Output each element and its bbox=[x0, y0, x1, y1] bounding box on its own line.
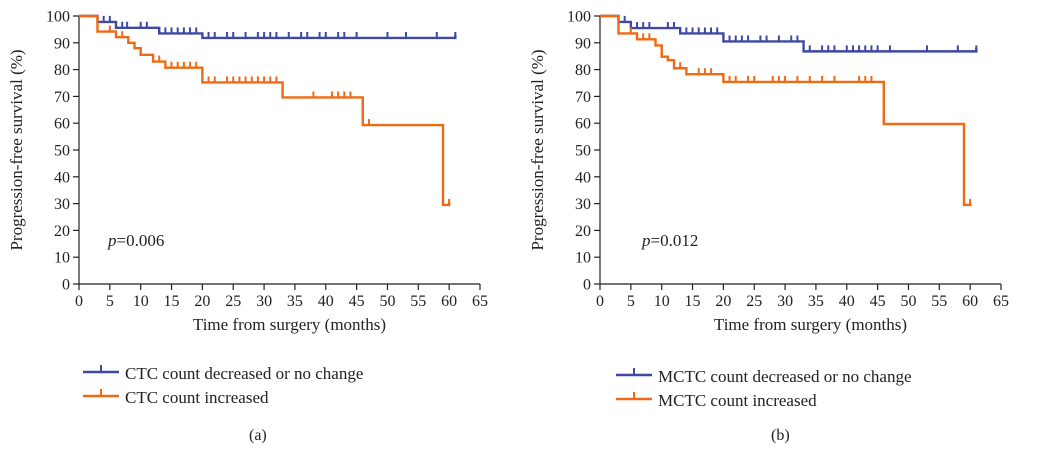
legend-label: CTC count decreased or no change bbox=[125, 364, 364, 383]
x-tick-label: 5 bbox=[627, 293, 635, 310]
p-value-number: =0.006 bbox=[117, 231, 165, 250]
y-tick-label: 50 bbox=[575, 143, 591, 160]
x-tick-label: 40 bbox=[318, 293, 334, 310]
y-tick-label: 100 bbox=[567, 9, 591, 26]
legend-label: CTC count increased bbox=[125, 388, 269, 407]
y-tick-label: 60 bbox=[575, 116, 591, 133]
panel-label-a: (a) bbox=[249, 427, 267, 444]
survival-curve-blue bbox=[79, 14, 457, 40]
y-tick-label: 50 bbox=[54, 143, 70, 160]
x-tick-label: 25 bbox=[746, 293, 762, 310]
x-tick-label: 40 bbox=[839, 293, 855, 310]
x-tick-label: 45 bbox=[349, 293, 365, 310]
x-tick-label: 0 bbox=[75, 293, 83, 310]
y-axis-label: Progression-free survival (%) bbox=[7, 49, 26, 250]
chart-panel-b: 0 10 20 30 40 50 60 70 80 90 100 0 5 10 15 20 25 30 35 40 45… bbox=[521, 0, 1042, 453]
x-tick-label: 15 bbox=[164, 293, 180, 310]
y-tick-label: 40 bbox=[54, 169, 70, 186]
p-value-number: =0.012 bbox=[651, 231, 699, 250]
x-tick-label: 10 bbox=[133, 293, 149, 310]
x-tick-label: 45 bbox=[870, 293, 886, 310]
x-tick-label: 30 bbox=[777, 293, 793, 310]
legend-swatch-orange bbox=[83, 389, 119, 398]
x-tick-label: 60 bbox=[441, 293, 457, 310]
x-tick-label: 65 bbox=[472, 293, 488, 310]
x-axis-label: Time from surgery (months) bbox=[193, 315, 386, 334]
y-tick-label: 30 bbox=[54, 196, 70, 213]
y-tick-label: 30 bbox=[575, 196, 591, 213]
x-tick-label: 15 bbox=[685, 293, 701, 310]
x-tick-label: 55 bbox=[931, 293, 947, 310]
legend-label: MCTC count decreased or no change bbox=[658, 367, 912, 386]
legend-label: MCTC count increased bbox=[658, 391, 817, 410]
p-value-annotation: p=0.006 bbox=[107, 231, 164, 250]
survival-curve-orange bbox=[79, 14, 451, 207]
y-tick-label: 20 bbox=[54, 223, 70, 240]
x-tick-label: 10 bbox=[654, 293, 670, 310]
chart-panel-a: 0 10 20 30 40 50 60 70 80 90 100 0 5 10 15 20 25 30 35 40 45… bbox=[0, 0, 521, 453]
y-axis-label: Progression-free survival (%) bbox=[528, 49, 547, 250]
y-tick-label: 40 bbox=[575, 169, 591, 186]
y-tick-label: 100 bbox=[46, 9, 70, 26]
legend-swatch-orange bbox=[616, 392, 652, 401]
y-tick-label: 0 bbox=[62, 277, 70, 294]
x-tick-label: 20 bbox=[715, 293, 731, 310]
panel-label-b: (b) bbox=[771, 427, 790, 444]
legend-swatch-blue bbox=[616, 368, 652, 377]
x-tick-label: 0 bbox=[596, 293, 604, 310]
x-tick-label: 30 bbox=[256, 293, 272, 310]
y-tick-label: 10 bbox=[54, 250, 70, 267]
y-tick-label: 0 bbox=[583, 277, 591, 294]
x-axis-label: Time from surgery (months) bbox=[714, 315, 907, 334]
y-tick-label: 90 bbox=[575, 35, 591, 52]
x-tick-label: 25 bbox=[225, 293, 241, 310]
y-tick-label: 80 bbox=[575, 62, 591, 79]
y-tick-label: 70 bbox=[575, 89, 591, 106]
survival-curve-orange bbox=[600, 14, 972, 207]
x-tick-label: 5 bbox=[106, 293, 114, 310]
p-value-letter: p bbox=[641, 231, 651, 250]
y-tick-label: 70 bbox=[54, 89, 70, 106]
x-tick-label: 60 bbox=[962, 293, 978, 310]
y-tick-label: 80 bbox=[54, 62, 70, 79]
y-tick-label: 90 bbox=[54, 35, 70, 52]
x-tick-label: 35 bbox=[287, 293, 303, 310]
x-tick-label: 20 bbox=[194, 293, 210, 310]
p-value-letter: p bbox=[107, 231, 117, 250]
x-tick-label: 50 bbox=[379, 293, 395, 310]
x-tick-label: 35 bbox=[808, 293, 824, 310]
x-tick-label: 55 bbox=[410, 293, 426, 310]
y-tick-label: 10 bbox=[575, 250, 591, 267]
survival-chart-b: 0 10 20 30 40 50 60 70 80 90 100 0 5 10 15 20 25 30 35 40 45… bbox=[528, 9, 1009, 335]
p-value-annotation: p=0.012 bbox=[641, 231, 698, 250]
legend-swatch-blue bbox=[83, 365, 119, 374]
x-tick-label: 65 bbox=[993, 293, 1009, 310]
x-tick-label: 50 bbox=[900, 293, 916, 310]
survival-chart-a: 0 10 20 30 40 50 60 70 80 90 100 0 5 10 15 20 25 30 35 40 45… bbox=[7, 9, 488, 335]
y-tick-label: 60 bbox=[54, 116, 70, 133]
y-tick-label: 20 bbox=[575, 223, 591, 240]
